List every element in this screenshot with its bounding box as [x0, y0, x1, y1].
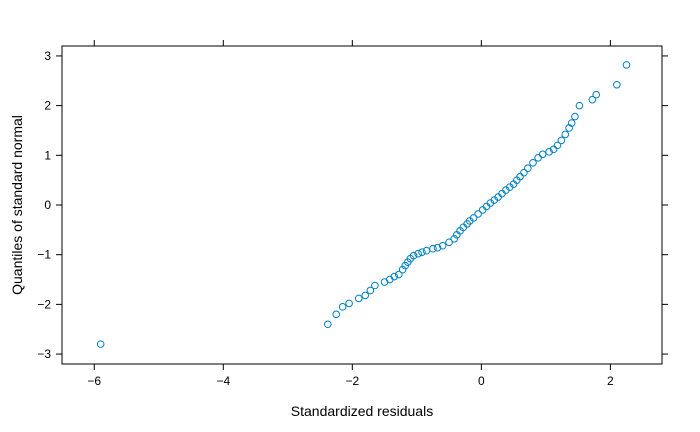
data-point [529, 158, 537, 167]
data-point [354, 294, 363, 303]
y-tick-label: −2 [37, 297, 51, 311]
x-tick-label: −6 [87, 374, 101, 388]
x-tick-label: 2 [607, 374, 614, 388]
data-point [345, 299, 353, 308]
y-axis-title: Quantiles of standard normal [9, 115, 25, 295]
data-point [338, 303, 347, 311]
data-point [414, 249, 422, 258]
data-point [445, 238, 453, 247]
data-point [549, 145, 558, 154]
data-point [613, 80, 621, 89]
x-tick-label: −4 [216, 374, 230, 388]
data-point [409, 251, 418, 260]
data-point [571, 112, 579, 121]
data-point [553, 141, 562, 150]
data-point [469, 214, 478, 222]
data-point [332, 310, 340, 319]
data-point [433, 243, 442, 252]
data-point [394, 270, 403, 279]
data-point [482, 202, 491, 211]
points-layer [96, 61, 631, 348]
x-tick-label: 0 [478, 374, 485, 388]
data-point [545, 148, 553, 156]
y-tick-label: 0 [44, 198, 51, 212]
data-point [438, 241, 447, 250]
y-tick-label: 1 [44, 148, 51, 162]
data-point [538, 150, 547, 159]
y-tick-label: 2 [44, 99, 51, 113]
data-point [622, 61, 631, 69]
data-point [498, 189, 506, 198]
plot-frame [61, 45, 663, 365]
data-point [418, 248, 426, 257]
data-point [575, 101, 584, 110]
data-point [390, 272, 399, 281]
data-point [588, 95, 597, 104]
ticks-layer: −6 −4 −2 0 2 −3 −2 −1 0 1 2 3 [37, 40, 668, 388]
data-point [592, 90, 600, 99]
data-point [96, 340, 105, 348]
data-point [422, 246, 431, 255]
data-point [474, 210, 482, 218]
data-point [361, 291, 370, 300]
data-point [366, 286, 375, 295]
x-axis-title: Standardized residuals [291, 403, 433, 419]
data-point [324, 320, 332, 329]
data-point [429, 244, 437, 253]
data-point [567, 119, 576, 127]
data-point [534, 153, 542, 162]
data-point [557, 136, 566, 145]
data-point [398, 265, 407, 274]
y-tick-label: −1 [37, 248, 51, 262]
data-point [371, 281, 379, 290]
data-point [561, 130, 570, 139]
x-tick-label: −2 [345, 374, 359, 388]
data-point [520, 168, 528, 177]
data-point [450, 234, 459, 243]
data-point [478, 206, 487, 214]
data-point [524, 164, 532, 173]
y-tick-label: −3 [37, 347, 51, 361]
data-point [516, 172, 524, 181]
y-tick-label: 3 [44, 49, 51, 63]
